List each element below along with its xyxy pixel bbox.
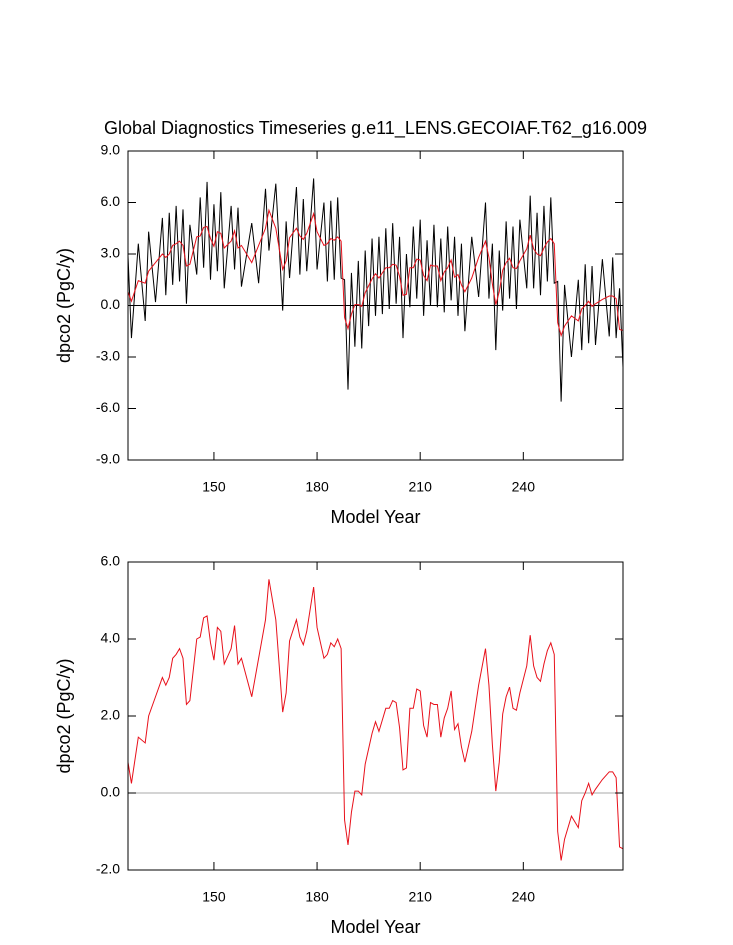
y-tick-label: 2.0 <box>101 707 121 723</box>
y-tick-label: 0.0 <box>101 296 121 312</box>
x-tick-label: 150 <box>202 479 226 495</box>
x-axis-label: Model Year <box>330 917 420 937</box>
y-tick-label: -6.0 <box>96 399 120 415</box>
y-tick-label: 0.0 <box>101 784 121 800</box>
y-tick-label: -3.0 <box>96 348 120 364</box>
data-line <box>127 178 624 402</box>
y-axis-label: dpco2 (PgC/y) <box>54 248 74 363</box>
y-tick-label: 9.0 <box>101 142 121 158</box>
y-tick-label: 4.0 <box>101 630 121 646</box>
y-axis-label: dpco2 (PgC/y) <box>54 658 74 773</box>
x-tick-label: 210 <box>409 479 433 495</box>
data-line <box>127 579 624 861</box>
x-tick-label: 150 <box>202 889 226 905</box>
x-axis-label: Model Year <box>330 507 420 527</box>
x-tick-label: 210 <box>409 889 433 905</box>
y-tick-label: -2.0 <box>96 861 120 877</box>
x-tick-label: 240 <box>512 889 536 905</box>
data-line <box>127 208 624 338</box>
chart-title: Global Diagnostics Timeseries g.e11_LENS… <box>104 118 647 139</box>
x-tick-label: 240 <box>512 479 536 495</box>
y-tick-label: -9.0 <box>96 451 120 467</box>
y-tick-label: 3.0 <box>101 245 121 261</box>
plot-frame <box>127 561 624 871</box>
y-tick-label: 6.0 <box>101 193 121 209</box>
x-tick-label: 180 <box>305 479 329 495</box>
x-tick-label: 180 <box>305 889 329 905</box>
y-tick-label: 6.0 <box>101 553 121 569</box>
